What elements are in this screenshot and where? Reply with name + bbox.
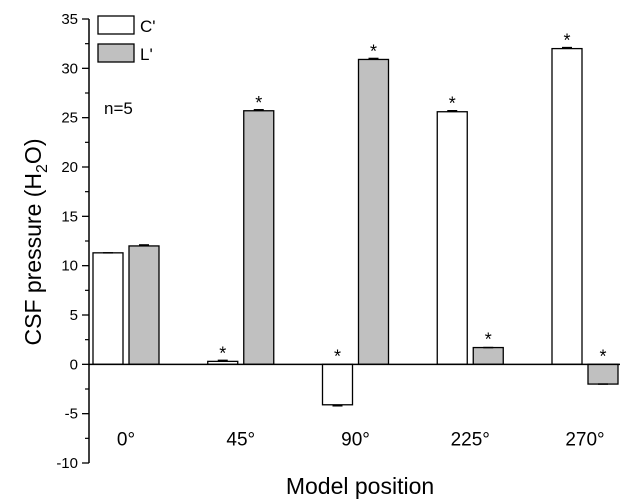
x-category-label: 45° [226, 429, 255, 450]
error-bar [368, 57, 379, 60]
y-axis-title-main: CSF pressure (H [20, 173, 46, 346]
significance-star: * [563, 31, 570, 51]
y-axis-ticks: -10 -5 0 5 10 15 20 25 30 35 [56, 11, 89, 472]
significance-star: * [599, 346, 606, 366]
bar-c-2 [321, 363, 354, 406]
legend-swatch-c [97, 15, 135, 35]
legend-label-l: L' [140, 45, 153, 64]
significance-star: * [370, 41, 377, 61]
bar-c-3 [436, 111, 468, 365]
y-tick-label: 15 [61, 208, 78, 225]
error-bar [139, 244, 149, 246]
y-tick-label: 35 [61, 11, 78, 28]
plot-area: * * * * * * * * [92, 31, 619, 407]
y-tick-label: 30 [61, 60, 78, 77]
sample-size-note: n=5 [104, 99, 133, 118]
error-bar [562, 46, 572, 49]
error-bar [332, 404, 343, 407]
y-axis-title-end: O) [20, 138, 46, 164]
significance-star: * [485, 330, 492, 350]
bar-l-0 [128, 245, 160, 365]
x-category-label: 225° [451, 429, 490, 450]
bar-c-4 [551, 47, 583, 365]
y-tick-label: 5 [70, 307, 78, 324]
significance-star: * [219, 343, 226, 363]
significance-star: * [255, 93, 262, 113]
y-tick-label: 0 [70, 356, 78, 373]
bar-l-1 [243, 110, 275, 365]
x-category-label: 90° [341, 429, 370, 450]
x-category-labels: 0° 45° 90° 225° 270° [117, 429, 605, 450]
error-bar [447, 110, 458, 112]
significance-star: * [449, 94, 456, 114]
legend: C' L' [97, 15, 156, 64]
y-tick-label: 20 [61, 159, 78, 176]
y-tick-label: -5 [65, 406, 78, 423]
significance-star: * [334, 346, 341, 366]
legend-label-c: C' [140, 17, 156, 36]
bar-l-3 [472, 346, 504, 365]
y-axis-title: CSF pressure (H2O) [20, 138, 51, 345]
bar-l-4 [587, 363, 619, 385]
y-tick-label: 10 [61, 258, 78, 275]
x-category-label: 0° [117, 429, 135, 450]
bar-l-2 [357, 58, 390, 365]
y-axis-title-subscript: 2 [34, 164, 51, 173]
y-tick-label: -10 [56, 455, 78, 472]
x-category-label: 270° [565, 429, 604, 450]
x-axis-title: Model position [286, 473, 434, 499]
error-bar [253, 109, 264, 111]
bar-c-0 [92, 252, 124, 365]
error-bar [217, 359, 228, 362]
legend-swatch-l [97, 43, 135, 63]
y-tick-label: 25 [61, 110, 78, 127]
